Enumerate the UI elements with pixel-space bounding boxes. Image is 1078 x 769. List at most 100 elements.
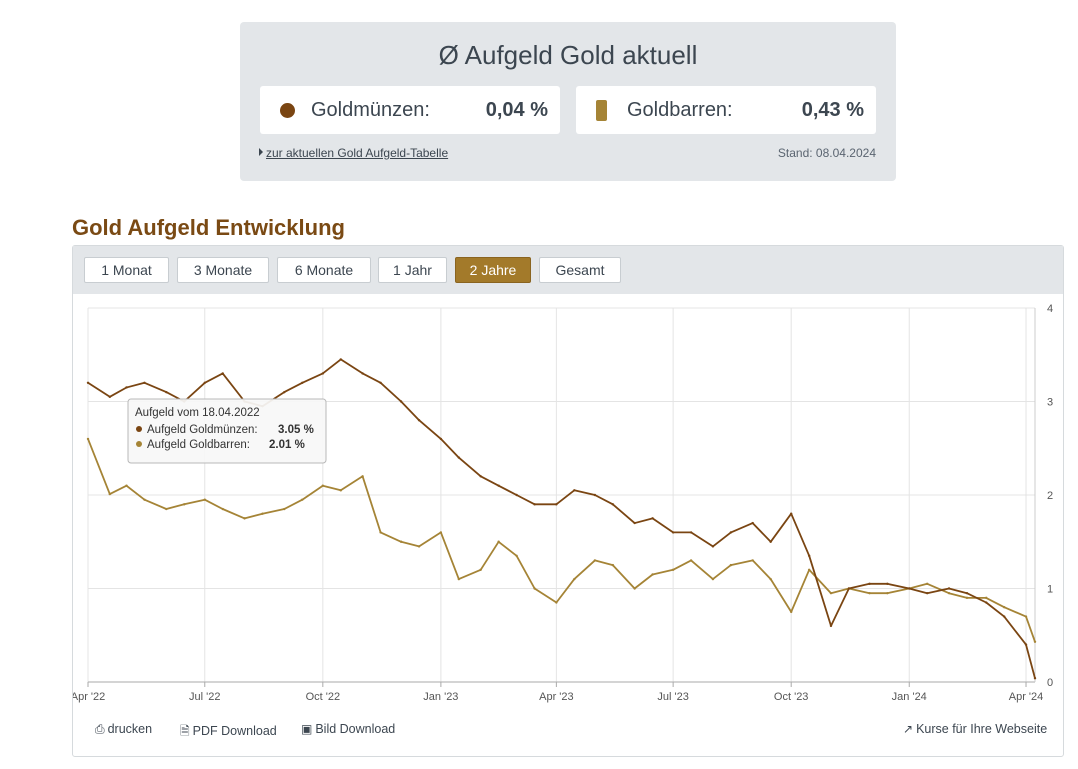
chart-footer: ⎙ drucken 🗎 PDF Download ▣ Bild Download ↗ K… bbox=[73, 722, 1063, 742]
x-tick-label: Apr '22 bbox=[73, 691, 105, 703]
premium-line-chart[interactable]: 0 1 2 3 4 Apr '22 Jul '22 Oct '22 Jan '23 Apr '23… bbox=[73, 294, 1063, 714]
coins-data-point bbox=[611, 503, 615, 506]
print-button[interactable]: ⎙ drucken bbox=[95, 722, 152, 737]
x-tick-label: Oct '23 bbox=[774, 691, 809, 703]
bars-data-point bbox=[86, 437, 90, 441]
coins-data-point bbox=[143, 381, 146, 384]
bars-data-point bbox=[651, 573, 654, 576]
coins-data-point bbox=[555, 503, 558, 506]
tooltip-bars-value: 2.01 % bbox=[269, 439, 305, 451]
x-tick-label: Jan '24 bbox=[892, 691, 927, 703]
coins-data-point bbox=[886, 582, 889, 586]
range-button-6-months[interactable]: 6 Monate bbox=[277, 257, 371, 283]
pdf-file-icon: 🗎 bbox=[180, 724, 190, 738]
coins-data-point bbox=[965, 591, 969, 595]
coins-data-point bbox=[751, 521, 754, 525]
bars-data-point bbox=[711, 577, 715, 581]
bars-data-point bbox=[555, 601, 558, 604]
bars-data-point bbox=[497, 540, 500, 543]
range-toolbar: 1 Monat 3 Monate 6 Monate 1 Jahr 2 Jahre… bbox=[73, 246, 1063, 294]
bars-data-point bbox=[479, 568, 482, 571]
embed-rates-label: Kurse für Ihre Webseite bbox=[916, 722, 1048, 736]
tooltip-box bbox=[127, 398, 327, 464]
coins-data-point bbox=[321, 372, 325, 375]
share-external-icon: ↗ bbox=[903, 722, 914, 736]
coins-data-point bbox=[497, 484, 500, 487]
bars-data-point bbox=[203, 498, 206, 501]
bars-data-point bbox=[339, 489, 342, 492]
bars-data-point bbox=[165, 507, 168, 511]
image-download-label: Bild Download bbox=[315, 722, 396, 736]
coins-label: Goldmünzen: bbox=[311, 99, 430, 121]
bars-data-point bbox=[301, 498, 304, 501]
coins-data-point bbox=[947, 587, 951, 590]
as-of-date: Stand: 08.04.2024 bbox=[777, 146, 876, 160]
bars-data-point bbox=[611, 563, 615, 567]
coins-data-point bbox=[533, 503, 536, 506]
coins-data-point bbox=[165, 390, 168, 394]
x-tick-label: Jan '23 bbox=[423, 691, 458, 703]
premium-table-link[interactable]: zur aktuellen Gold Aufgeld-Tabelle bbox=[259, 146, 448, 160]
coins-data-point bbox=[868, 582, 871, 586]
bars-data-point bbox=[965, 596, 969, 600]
premium-table-link-label: zur aktuellen Gold Aufgeld-Tabelle bbox=[266, 146, 449, 160]
image-download-button[interactable]: ▣ Bild Download bbox=[301, 722, 395, 736]
bars-premium-card: Goldbarren: 0,43 % bbox=[576, 86, 876, 134]
coins-data-point bbox=[651, 517, 654, 520]
coins-premium-card: Goldmünzen: 0,04 % bbox=[260, 86, 560, 134]
coins-data-point bbox=[689, 531, 693, 534]
tooltip-title: Aufgeld vom 18.04.2022 bbox=[135, 407, 260, 419]
coins-data-point bbox=[379, 381, 382, 384]
coins-data-point bbox=[1003, 615, 1006, 618]
bars-data-point bbox=[321, 484, 325, 487]
bars-data-point bbox=[283, 507, 286, 511]
coins-data-point bbox=[789, 512, 793, 515]
bars-data-point bbox=[769, 577, 772, 581]
bars-data-point bbox=[789, 610, 793, 614]
x-tick-label: Jul '23 bbox=[657, 691, 688, 703]
x-tick-label: Jul '22 bbox=[189, 691, 220, 703]
coins-data-point bbox=[711, 545, 715, 548]
coins-data-point bbox=[985, 601, 988, 604]
bars-data-point bbox=[143, 498, 146, 501]
printer-icon: ⎙ bbox=[95, 722, 105, 736]
tooltip-bars-dot-icon bbox=[136, 441, 142, 447]
bars-data-point bbox=[807, 568, 811, 571]
bars-data-point bbox=[829, 591, 833, 595]
coins-data-point bbox=[1024, 643, 1028, 646]
bars-data-point bbox=[261, 512, 264, 515]
bars-data-point bbox=[221, 507, 224, 511]
bars-data-point bbox=[1024, 615, 1028, 618]
range-button-1-month[interactable]: 1 Monat bbox=[84, 257, 169, 283]
section-title: Gold Aufgeld Entwicklung bbox=[72, 215, 345, 240]
range-button-3-months[interactable]: 3 Monate bbox=[177, 257, 269, 283]
bars-data-point bbox=[751, 559, 754, 562]
print-label: drucken bbox=[107, 722, 153, 736]
range-button-1-year[interactable]: 1 Jahr bbox=[378, 257, 447, 283]
range-button-total[interactable]: Gesamt bbox=[539, 257, 621, 283]
bars-data-point bbox=[593, 559, 597, 562]
y-tick-label: 4 bbox=[1047, 303, 1053, 315]
tooltip-bars-label: Aufgeld Goldbarren: bbox=[147, 439, 250, 451]
x-tick-label: Apr '23 bbox=[539, 691, 574, 703]
image-icon: ▣ bbox=[301, 722, 313, 736]
pdf-download-button[interactable]: 🗎 PDF Download bbox=[180, 722, 277, 743]
coins-data-point bbox=[125, 386, 128, 389]
bars-data-point bbox=[985, 596, 988, 600]
bars-data-point bbox=[633, 587, 636, 590]
range-button-2-years[interactable]: 2 Jahre bbox=[455, 257, 531, 283]
coins-data-point bbox=[908, 587, 911, 590]
bars-data-point bbox=[361, 475, 364, 478]
coins-data-point bbox=[593, 493, 597, 497]
coins-data-point bbox=[926, 591, 929, 595]
coins-data-point bbox=[671, 531, 675, 534]
embed-rates-button[interactable]: ↗ Kurse für Ihre Webseite bbox=[903, 722, 1047, 736]
premium-summary-box: Ø Aufgeld Gold aktuell Goldmünzen: 0,04 … bbox=[240, 22, 896, 181]
coins-data-point bbox=[573, 489, 576, 492]
bars-data-point bbox=[379, 531, 382, 534]
caret-right-icon bbox=[259, 148, 263, 156]
coins-data-point bbox=[86, 381, 90, 384]
bars-data-point bbox=[108, 492, 112, 496]
coins-data-point bbox=[203, 381, 206, 384]
bars-data-point bbox=[183, 503, 186, 506]
